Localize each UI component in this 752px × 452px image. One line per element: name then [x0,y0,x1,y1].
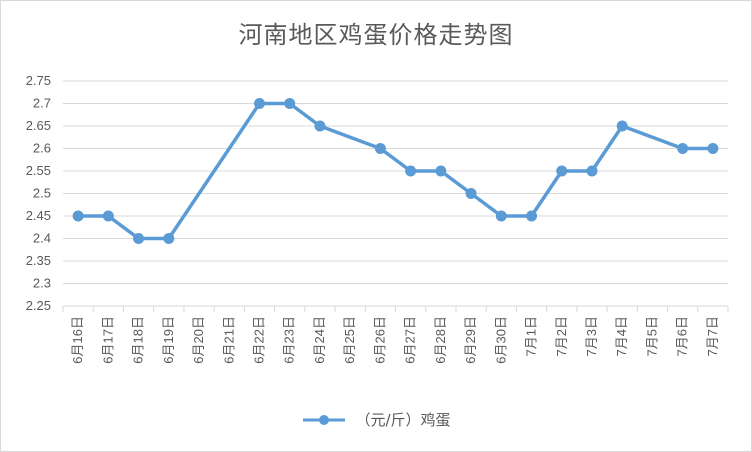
data-point [405,165,417,177]
y-tick-label: 2.35 [26,253,51,268]
series-line-segment [439,169,473,196]
series-line-segment [318,124,383,151]
legend-series-label: （元/斤）鸡蛋 [355,411,451,429]
x-tick-label: 6月22日 [251,316,266,364]
data-point [465,188,477,199]
data-point [677,143,689,154]
x-tick-label: 7月6日 [675,316,690,356]
data-point [102,210,114,222]
x-tick-label: 7月1日 [524,316,539,356]
data-point [163,233,175,244]
x-tick-label: 6月24日 [312,316,327,364]
data-point [72,210,84,222]
x-tick-label: 6月16日 [70,316,85,364]
data-point [284,98,296,109]
x-tick-label: 6月29日 [463,316,478,364]
y-tick-label: 2.65 [26,118,51,133]
x-tick-label: 7月5日 [644,316,659,356]
x-tick-label: 6月26日 [372,316,387,364]
x-tick-label: 6月23日 [282,316,297,364]
x-tick-label: 6月28日 [433,316,448,364]
x-tick-label: 7月4日 [614,316,629,356]
data-point [374,143,386,154]
y-tick-label: 2.55 [26,163,51,178]
x-tick-label: 7月2日 [554,316,569,356]
data-point [526,210,538,222]
series-line-segment [106,214,141,241]
y-tick-label: 2.25 [26,298,51,313]
data-point [314,120,326,132]
y-tick-label: 2.5 [33,186,51,201]
chart-title: 河南地区鸡蛋价格走势图 [238,21,514,49]
data-point [586,165,598,177]
x-tick-label: 6月25日 [342,316,357,364]
x-tick-label: 6月18日 [131,316,146,364]
x-tick-label: 7月7日 [705,316,720,356]
series-line-segment [167,101,262,241]
y-tick-label: 2.7 [33,96,51,111]
x-tick-label: 6月21日 [221,316,236,364]
x-tick-label: 6月19日 [161,316,176,364]
x-tick-label: 6月30日 [493,316,508,364]
legend: （元/斤）鸡蛋 [1,409,751,430]
data-point [253,98,265,109]
series-line-segment [378,146,413,173]
data-point [616,120,628,132]
x-tick-label: 7月3日 [584,316,599,356]
data-point [556,165,568,177]
legend-line-marker-icon [303,414,346,425]
y-tick-label: 2.75 [26,73,51,88]
y-tick-label: 2.6 [33,141,51,156]
y-tick-label: 2.4 [33,231,51,246]
series-line-segment [287,101,322,128]
y-tick-label: 2.45 [26,208,51,223]
series-line-segment [620,124,685,151]
data-point [495,210,507,222]
series-line-segment [529,169,564,218]
y-tick-label: 2.3 [33,276,51,291]
data-point [707,143,719,154]
data-point [133,233,145,244]
data-point [435,165,447,177]
x-tick-label: 6月27日 [403,316,418,364]
series-line-segment [590,124,624,173]
x-tick-label: 6月20日 [191,316,206,364]
x-tick-label: 6月17日 [100,316,115,364]
series-line-segment [469,191,504,218]
